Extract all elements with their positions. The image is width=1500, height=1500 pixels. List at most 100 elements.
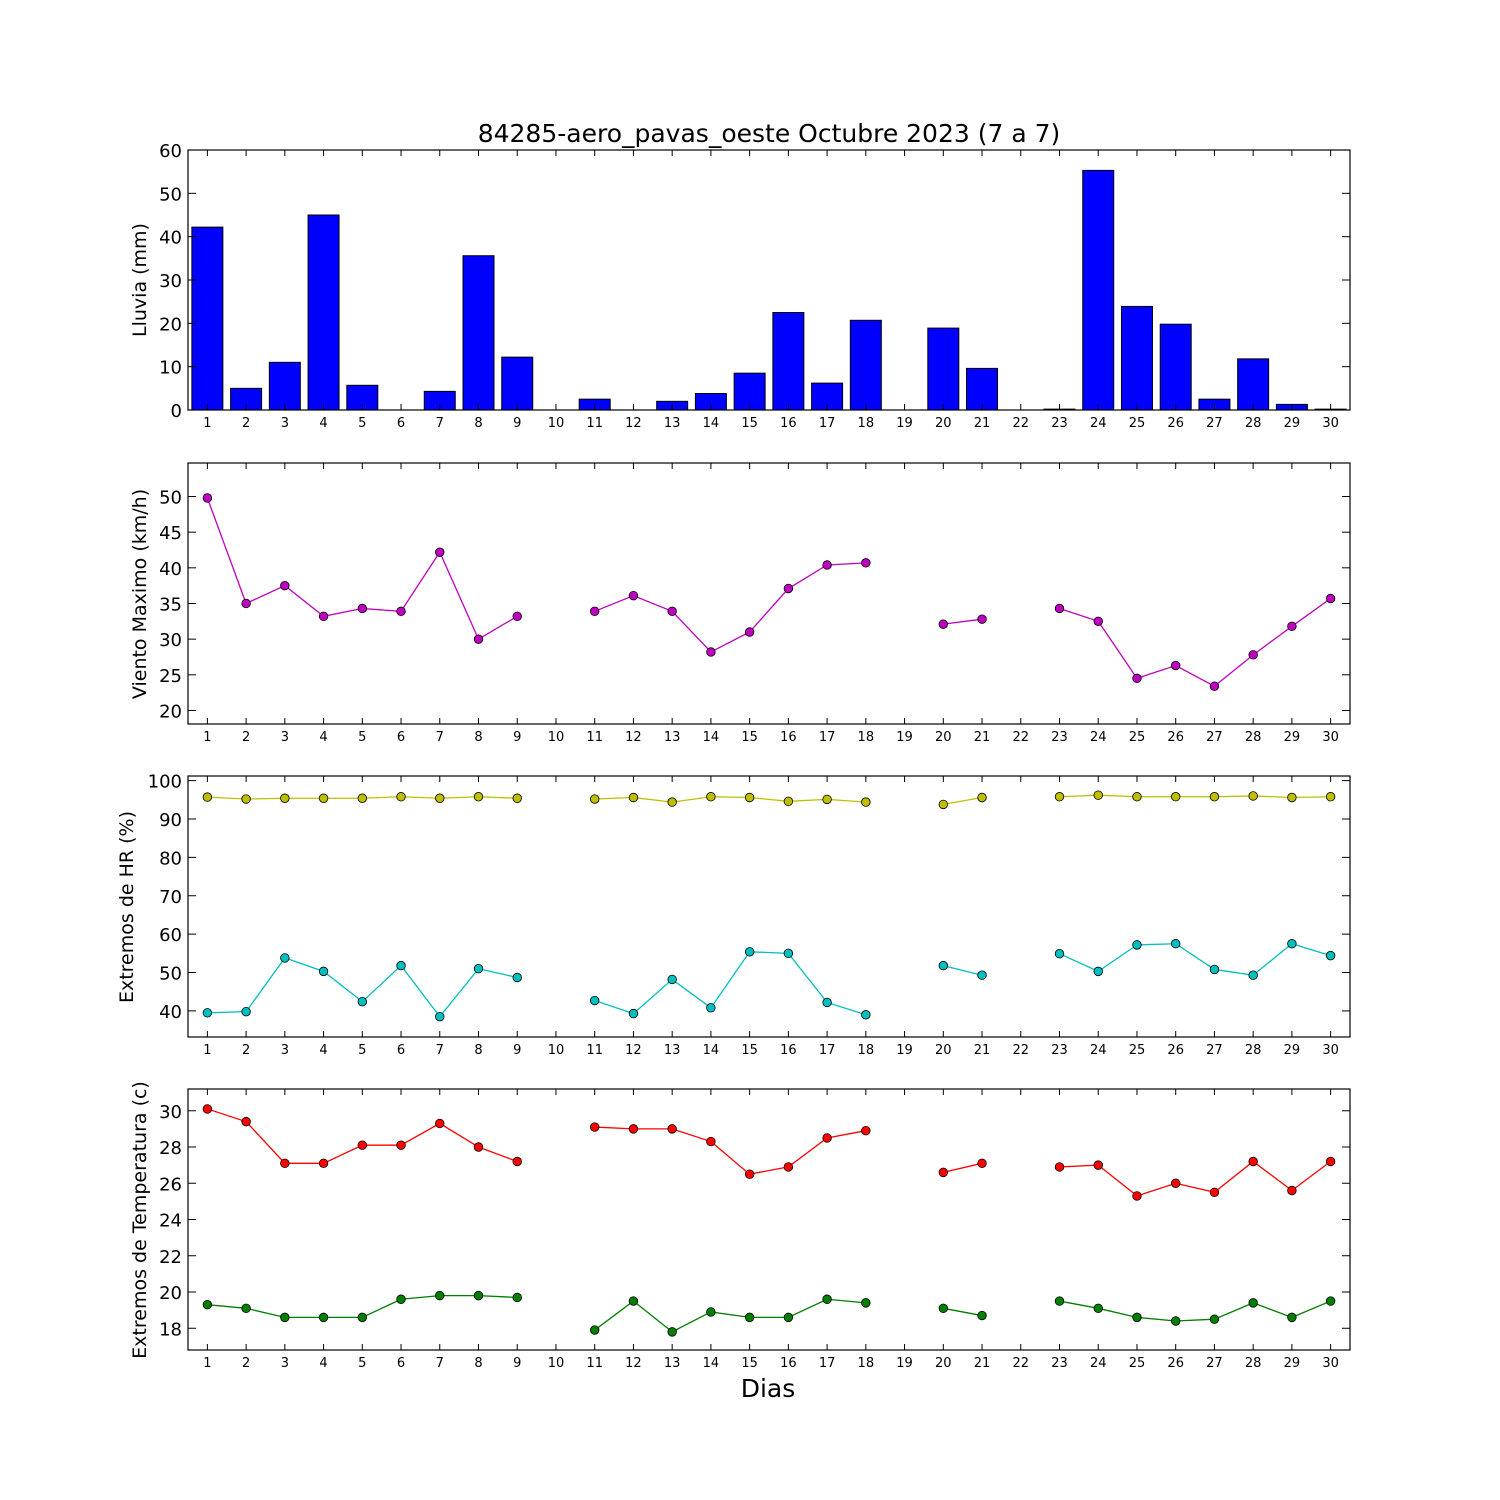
temperature-series-1-point-day-18: [861, 1125, 871, 1136]
temperature-x-tick-label: 15: [741, 1356, 758, 1371]
wind-series-1-line: [594, 562, 866, 653]
rainfall-x-tick-label: 11: [586, 416, 603, 431]
wind-y-label: Viento Maximo (km/h): [129, 489, 151, 699]
rainfall-bar-day-21: [966, 367, 999, 411]
temperature-series-2-point-day-15: [744, 1312, 755, 1323]
humidity-series-2-point-day-17: [822, 997, 832, 1008]
wind-series-1-point-day-5: [357, 603, 368, 614]
wind-x-tick-label: 22: [1012, 730, 1029, 745]
wind-series-1-point-day-7: [435, 547, 445, 557]
temperature-series-1-point-day-20: [938, 1167, 949, 1178]
rainfall-x-tick-label: 10: [548, 416, 565, 431]
temperature-x-tick-label: 14: [703, 1356, 720, 1371]
humidity-series-1-point-day-3: [280, 793, 290, 803]
temperature-series-1-point-day-13: [667, 1124, 677, 1134]
temperature-series-2-point-day-20: [938, 1303, 949, 1314]
temperature-series-2-point-day-17: [822, 1294, 832, 1304]
humidity-x-tick-label: 30: [1322, 1043, 1339, 1058]
rainfall-bar-day-8: [462, 255, 495, 411]
humidity-x-tick-label: 7: [436, 1043, 444, 1058]
temperature-x-tick-label: 6: [397, 1356, 405, 1371]
wind-series-1-point-day-23: [1054, 603, 1065, 614]
temperature-x-tick-label: 26: [1167, 1356, 1184, 1371]
temperature-x-tick-label: 1: [203, 1356, 211, 1371]
humidity-series-1-point-day-20: [938, 799, 949, 810]
wind-series-1-point-day-24: [1093, 616, 1103, 627]
temperature-y-tick-label: 30: [159, 1102, 182, 1123]
rainfall-y-label: Lluvia (mm): [129, 223, 151, 337]
temperature-y-tick-label: 24: [159, 1211, 182, 1232]
rainfall-bar-day-16: [772, 312, 805, 411]
humidity-series-2-point-day-25: [1132, 940, 1142, 950]
temperature-series-1-line: [1059, 1160, 1332, 1197]
rainfall-y-tick-label: 20: [159, 314, 182, 335]
rainfall-x-tick-label: 25: [1129, 416, 1146, 431]
humidity-series-2-point-day-20: [938, 960, 949, 971]
wind-y-tick-label: 35: [159, 594, 182, 615]
rainfall-x-tick-label: 29: [1284, 416, 1301, 431]
temperature-series-1-point-day-23: [1054, 1162, 1065, 1172]
wind-x-tick-label: 30: [1322, 730, 1339, 745]
temperature-x-tick-label: 3: [281, 1356, 289, 1371]
x-axis-label: Dias: [741, 1374, 796, 1403]
wind-x-tick-label: 10: [548, 730, 565, 745]
temperature-series-1-point-day-21: [977, 1158, 987, 1169]
temperature-series-2-point-day-16: [783, 1312, 794, 1323]
rainfall-x-tick-label: 19: [896, 416, 913, 431]
humidity-series-1-point-day-16: [783, 796, 794, 807]
humidity-x-tick-label: 29: [1284, 1043, 1301, 1058]
temperature-series-2-point-day-4: [318, 1312, 329, 1323]
humidity-series-1-point-day-4: [318, 793, 329, 803]
temperature-series-2-point-day-13: [667, 1327, 677, 1337]
humidity-y-tick-label: 40: [159, 1002, 182, 1023]
humidity-series-1-point-day-18: [861, 797, 871, 807]
humidity-y-tick-label: 70: [159, 887, 182, 908]
humidity-x-tick-label: 8: [474, 1043, 482, 1058]
humidity-y-tick-label: 50: [159, 964, 182, 985]
rainfall-x-tick-label: 18: [858, 416, 875, 431]
humidity-series-1-point-day-11: [590, 794, 600, 804]
humidity-x-tick-label: 19: [896, 1043, 913, 1058]
wind-series-1-point-day-17: [822, 560, 832, 570]
humidity-y-tick-label: 90: [159, 810, 182, 831]
temperature-series-2-point-day-6: [396, 1294, 406, 1304]
wind-series-1-point-day-30: [1325, 593, 1336, 604]
humidity-series-2-point-day-11: [590, 995, 600, 1006]
temperature-series-1-point-day-2: [241, 1116, 251, 1127]
temperature-series-1-line: [594, 1126, 866, 1175]
temperature-series-2-point-day-30: [1325, 1296, 1336, 1306]
temperature-series-1-point-day-24: [1093, 1160, 1103, 1170]
humidity-series-2-point-day-8: [473, 963, 484, 974]
humidity-series-2-point-day-12: [628, 1008, 639, 1019]
rainfall-bar-day-15: [733, 372, 766, 411]
humidity-x-tick-label: 22: [1012, 1043, 1029, 1058]
humidity-series-1-point-day-30: [1325, 792, 1336, 802]
humidity-series-1-point-day-15: [744, 792, 755, 803]
rainfall-x-tick-label: 30: [1322, 416, 1339, 431]
temperature-x-tick-label: 24: [1090, 1356, 1107, 1371]
wind-series-1-point-day-15: [744, 627, 755, 637]
humidity-series-1-point-day-23: [1054, 792, 1065, 802]
temperature-x-tick-label: 10: [548, 1356, 565, 1371]
rainfall-x-tick-label: 26: [1167, 416, 1184, 431]
rainfall-bar-day-1: [191, 226, 224, 411]
humidity-series-2-point-day-21: [977, 970, 987, 980]
wind-x-tick-label: 28: [1245, 730, 1262, 745]
wind-series-1-point-day-29: [1287, 621, 1297, 632]
wind-x-tick-label: 7: [436, 730, 444, 745]
temperature-series-2-point-day-29: [1287, 1312, 1297, 1323]
humidity-series-1-point-day-8: [473, 792, 484, 802]
rainfall-x-tick-label: 24: [1090, 416, 1107, 431]
humidity-series-1-point-day-29: [1287, 792, 1297, 803]
humidity-x-tick-label: 23: [1051, 1043, 1068, 1058]
temperature-series-1-point-day-7: [435, 1118, 445, 1129]
wind-series-1-point-day-8: [473, 634, 484, 644]
humidity-series-2-point-day-23: [1054, 949, 1065, 959]
wind-x-tick-label: 17: [819, 730, 836, 745]
rainfall-x-tick-label: 8: [474, 416, 482, 431]
temperature-series-1-point-day-11: [590, 1122, 600, 1132]
humidity-x-tick-label: 28: [1245, 1043, 1262, 1058]
temperature-series-2-point-day-25: [1132, 1312, 1142, 1323]
rainfall-x-tick-label: 3: [281, 416, 289, 431]
